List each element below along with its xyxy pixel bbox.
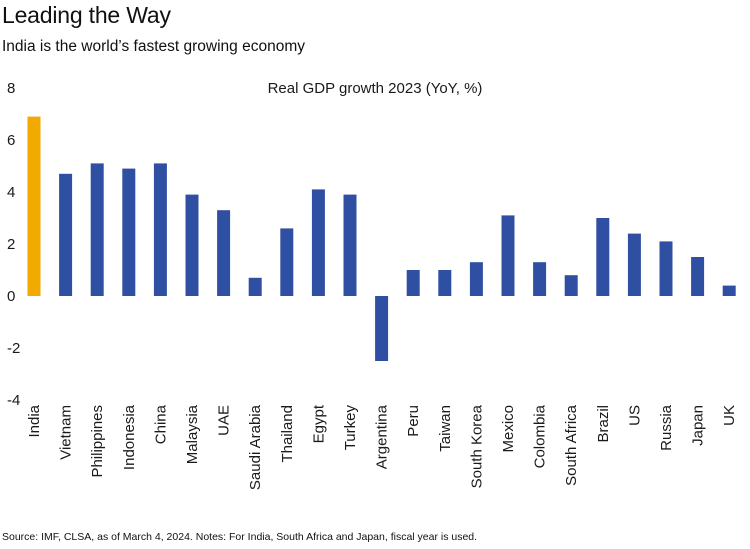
y-tick-label: -2 (7, 340, 20, 357)
category-label: Malaysia (184, 404, 201, 464)
bar-south-africa (564, 275, 578, 296)
bar-peru (406, 270, 420, 296)
bar-egypt (311, 189, 325, 296)
y-tick-label: 6 (7, 132, 15, 149)
category-label: India (26, 404, 43, 437)
category-label: UAE (216, 405, 233, 436)
y-tick-label: 8 (7, 80, 15, 97)
category-label: Japan (690, 405, 707, 446)
category-label: Russia (658, 404, 675, 451)
x-axis: India Vietnam Philippines Indonesia China Mal… (26, 404, 738, 490)
source-note: Source: IMF, CLSA, as of March 4, 2024. … (2, 531, 478, 543)
bar-colombia (533, 262, 547, 296)
category-label: Peru (405, 405, 422, 437)
bar-thailand (280, 228, 294, 296)
bar-malaysia (185, 194, 199, 296)
bar-us (627, 233, 641, 296)
category-label: UK (721, 405, 738, 426)
category-label: Thailand (279, 405, 296, 463)
category-label: South Africa (563, 404, 580, 486)
y-tick-label: -4 (7, 392, 20, 409)
category-label: South Korea (468, 404, 485, 488)
bar-uae (217, 210, 231, 296)
chart-title: Real GDP growth 2023 (YoY, %) (268, 80, 483, 97)
category-label: Argentina (374, 404, 391, 469)
category-label: Mexico (500, 405, 517, 453)
bars (27, 116, 736, 361)
category-label: Taiwan (437, 405, 454, 452)
bar-indonesia (122, 168, 136, 296)
bar-philippines (90, 163, 104, 296)
bar-saudi-arabia (248, 277, 262, 296)
bar-india (27, 116, 41, 296)
y-axis: 8 6 4 2 0 -2 -4 (7, 80, 20, 409)
bar-mexico (501, 215, 515, 296)
page-subtitle: India is the world’s fastest growing eco… (2, 38, 305, 55)
category-label: Egypt (310, 404, 327, 443)
y-tick-label: 4 (7, 184, 15, 201)
category-label: US (626, 405, 643, 426)
bar-china (153, 163, 167, 296)
y-tick-label: 0 (7, 288, 15, 305)
category-label: Philippines (89, 405, 106, 478)
bar-south-korea (469, 262, 483, 296)
category-label: Brazil (595, 405, 612, 443)
category-label: Colombia (532, 404, 549, 468)
category-label: China (152, 404, 169, 444)
bar-russia (659, 241, 673, 296)
y-tick-label: 2 (7, 236, 15, 253)
bar-turkey (343, 194, 357, 296)
bar-argentina (375, 296, 389, 361)
bar-vietnam (59, 173, 73, 296)
bar-brazil (596, 218, 610, 296)
bar-taiwan (438, 270, 452, 296)
category-label: Turkey (342, 405, 359, 451)
bar-uk (722, 285, 736, 296)
bar-japan (691, 257, 705, 296)
category-label: Vietnam (58, 405, 75, 460)
page-title: Leading the Way (2, 2, 171, 28)
category-label: Saudi Arabia (247, 404, 264, 490)
category-label: Indonesia (121, 404, 138, 470)
